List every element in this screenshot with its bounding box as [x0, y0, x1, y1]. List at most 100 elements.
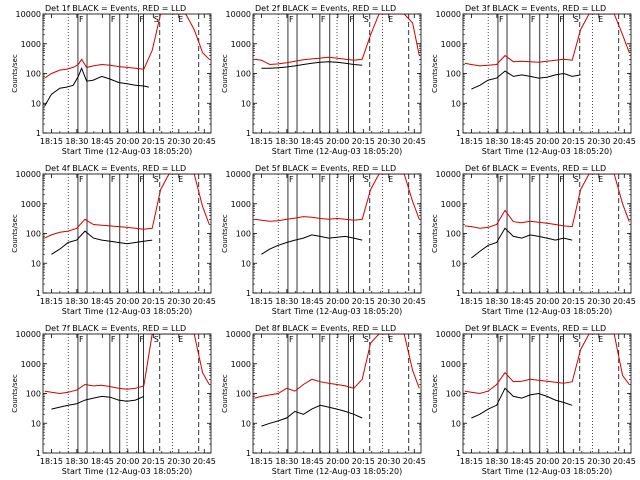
- x-tick-label: 20:00: [536, 137, 559, 146]
- plot-frame: [252, 173, 422, 294]
- event-marker-e: E: [388, 15, 393, 24]
- x-tick-label: 20:15: [352, 457, 375, 466]
- y-tick-label: 1000: [441, 200, 461, 209]
- x-tick-label: 18:30: [485, 297, 508, 306]
- x-tick-label: 18:15: [40, 457, 63, 466]
- x-tick-label: 20:00: [326, 297, 349, 306]
- x-tick-label: 18:45: [301, 457, 324, 466]
- x-tick-label: 20:30: [587, 297, 610, 306]
- event-marker-f: F: [321, 335, 326, 344]
- series-line-events: [261, 234, 363, 255]
- series-line-events: [51, 395, 145, 410]
- y-tick-label: 100: [26, 390, 41, 399]
- series-line-events: [471, 70, 581, 90]
- series-line-lld: [44, 334, 210, 395]
- event-marker-e: E: [178, 15, 183, 24]
- y-tick-label: 10000: [16, 330, 41, 339]
- event-marker-f: F: [349, 175, 354, 184]
- event-marker-s: S: [574, 175, 579, 184]
- event-marker-f: F: [499, 15, 504, 24]
- x-tick-label: 18:45: [301, 297, 324, 306]
- y-tick-label: 10000: [226, 10, 251, 19]
- y-tick-label: 10: [451, 419, 461, 428]
- event-marker-f: F: [559, 335, 564, 344]
- series-line-lld: [254, 14, 420, 66]
- y-axis-label: Counts/sec: [431, 214, 439, 253]
- y-tick-label: 100: [236, 230, 251, 239]
- panel-title: Det 3f BLACK = Events, RED = LLD: [465, 4, 606, 13]
- x-tick-label: 18:15: [250, 457, 273, 466]
- x-tick-label: 20:00: [326, 137, 349, 146]
- panel-det-8: Det 8f BLACK = Events, RED = LLD F F F S E 1 10…: [221, 324, 426, 476]
- panel-det-1: Det 1f BLACK = Events, RED = LLD F F F S E 1 10…: [11, 4, 216, 156]
- x-tick-label: 20:00: [536, 457, 559, 466]
- event-marker-s: S: [574, 15, 579, 24]
- series-line-events: [471, 387, 573, 419]
- y-tick-label: 1000: [441, 40, 461, 49]
- event-marker-s: S: [154, 15, 159, 24]
- x-tick-label: 20:15: [142, 297, 165, 306]
- series-line-lld: [464, 174, 630, 229]
- plot-frame: [252, 13, 422, 134]
- series-line-lld: [464, 334, 630, 395]
- x-tick-label: 20:15: [352, 137, 375, 146]
- y-tick-label: 10000: [226, 170, 251, 179]
- y-axis-label: Counts/sec: [11, 214, 19, 253]
- y-tick-label: 100: [26, 230, 41, 239]
- event-marker-f: F: [289, 15, 294, 24]
- event-marker-f: F: [499, 175, 504, 184]
- y-tick-label: 1000: [231, 40, 251, 49]
- x-axis-label: Start Time (12-Aug-03 18:05:20): [482, 147, 613, 156]
- event-marker-e: E: [598, 15, 603, 24]
- x-tick-label: 20:30: [377, 457, 400, 466]
- event-marker-f: F: [111, 175, 116, 184]
- y-tick-label: 10000: [436, 170, 461, 179]
- y-tick-label: 10: [241, 419, 251, 428]
- x-tick-label: 20:00: [116, 457, 139, 466]
- panel-title: Det 9f BLACK = Events, RED = LLD: [465, 324, 606, 333]
- series-line-events: [471, 227, 573, 259]
- series-line-lld: [44, 174, 210, 239]
- event-marker-e: E: [598, 335, 603, 344]
- x-tick-label: 20:15: [562, 457, 585, 466]
- event-marker-f: F: [531, 335, 536, 344]
- y-axis-label: Counts/sec: [11, 54, 19, 93]
- x-tick-label: 18:15: [460, 297, 483, 306]
- y-tick-label: 1: [246, 129, 251, 138]
- y-tick-label: 1: [36, 289, 41, 298]
- event-marker-f: F: [139, 335, 144, 344]
- y-tick-label: 10000: [226, 330, 251, 339]
- x-tick-label: 20:30: [167, 457, 190, 466]
- event-marker-s: S: [154, 175, 159, 184]
- y-tick-label: 10: [451, 99, 461, 108]
- event-marker-s: S: [364, 175, 369, 184]
- panel-title: Det 2f BLACK = Events, RED = LLD: [255, 4, 396, 13]
- x-tick-label: 18:30: [485, 137, 508, 146]
- panel-det-7: Det 7f BLACK = Events, RED = LLD F F F S E 1 10…: [11, 324, 216, 476]
- y-tick-label: 100: [446, 230, 461, 239]
- x-tick-label: 20:45: [193, 457, 216, 466]
- event-marker-f: F: [321, 175, 326, 184]
- y-tick-label: 100: [236, 390, 251, 399]
- y-tick-label: 100: [236, 70, 251, 79]
- y-tick-label: 1: [246, 449, 251, 458]
- x-tick-label: 18:30: [485, 457, 508, 466]
- x-tick-label: 18:15: [40, 297, 63, 306]
- x-tick-label: 18:45: [511, 457, 534, 466]
- y-tick-label: 10: [451, 259, 461, 268]
- y-axis-label: Counts/sec: [431, 54, 439, 93]
- y-tick-label: 10000: [436, 330, 461, 339]
- panel-det-2: Det 2f BLACK = Events, RED = LLD F F F S E 1 10…: [221, 4, 426, 156]
- event-marker-f: F: [531, 15, 536, 24]
- y-tick-label: 10000: [16, 170, 41, 179]
- event-marker-f: F: [559, 15, 564, 24]
- x-tick-label: 20:15: [142, 457, 165, 466]
- x-tick-label: 20:15: [562, 297, 585, 306]
- x-tick-label: 20:00: [116, 297, 139, 306]
- x-tick-label: 20:45: [613, 137, 636, 146]
- x-tick-label: 18:45: [91, 297, 114, 306]
- x-axis-label: Start Time (12-Aug-03 18:05:20): [482, 307, 613, 316]
- x-tick-label: 18:15: [40, 137, 63, 146]
- x-tick-label: 20:45: [193, 297, 216, 306]
